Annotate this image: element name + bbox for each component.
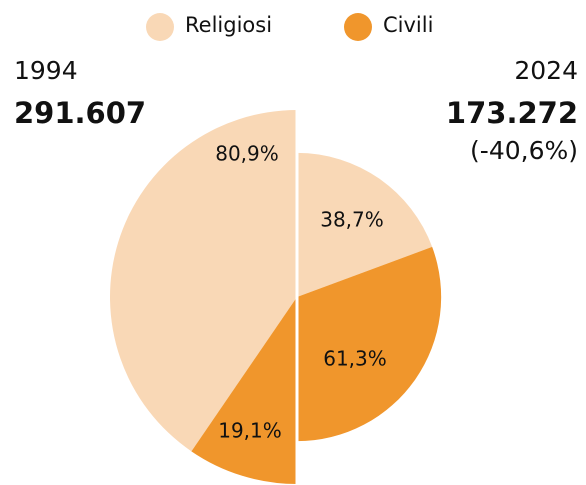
year-label: 1994 xyxy=(14,56,78,85)
total-label: 291.607 xyxy=(14,96,146,130)
value-label: 61,3% xyxy=(323,347,387,371)
legend-swatch xyxy=(344,13,372,41)
change-label: (-40,6%) xyxy=(470,136,578,165)
total-label: 173.272 xyxy=(446,96,578,130)
pie-slice xyxy=(297,152,433,297)
pie-slice xyxy=(109,110,297,452)
legend-swatch xyxy=(146,13,174,41)
value-label: 19,1% xyxy=(218,419,282,443)
pie-slice xyxy=(191,297,297,484)
pie-slice xyxy=(297,246,442,442)
legend-label: Civili xyxy=(383,13,433,37)
value-label: 38,7% xyxy=(320,208,384,232)
year-label: 2024 xyxy=(514,56,578,85)
value-label: 80,9% xyxy=(215,142,279,166)
pies xyxy=(109,92,442,485)
legend-label: Religiosi xyxy=(185,13,272,37)
